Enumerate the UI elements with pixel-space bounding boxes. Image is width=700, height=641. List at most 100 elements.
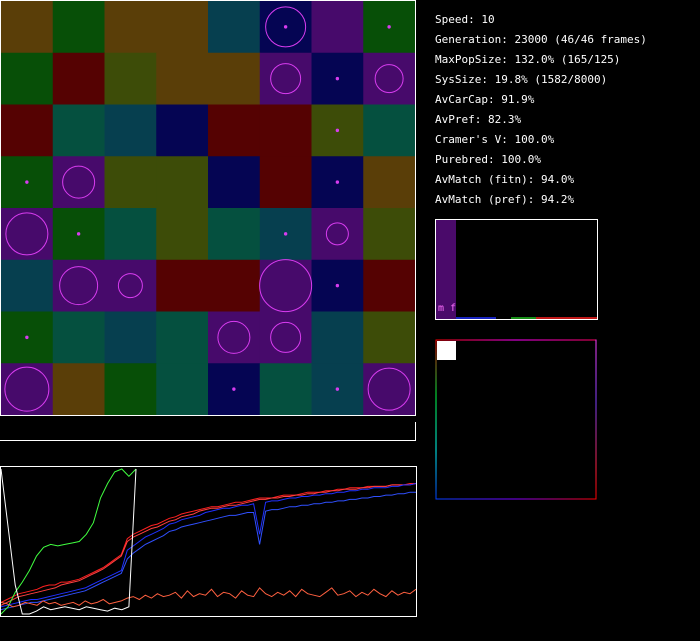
grid-cell <box>156 52 209 105</box>
grid-cell <box>156 363 209 415</box>
grid-cell <box>104 1 157 54</box>
grid-cell <box>156 104 209 157</box>
series-line <box>1 483 416 606</box>
population-circle <box>367 367 411 411</box>
population-circle <box>283 25 288 29</box>
grid-cell <box>1 52 54 105</box>
series-line <box>1 468 137 615</box>
grid-cell <box>208 1 261 54</box>
series-line <box>1 491 416 611</box>
grid-cell <box>104 208 157 261</box>
world-grid[interactable] <box>0 0 416 416</box>
population-circle <box>5 212 49 256</box>
av-car-cap-stat: AvCarCap: 91.9% <box>435 93 535 106</box>
population-circle <box>387 25 391 29</box>
grid-cell <box>208 311 261 364</box>
population-circle <box>259 259 313 313</box>
population-circle <box>117 273 143 299</box>
population-circle <box>25 335 29 340</box>
grid-cell <box>104 311 157 364</box>
grid-cell <box>259 156 312 209</box>
population-circle <box>270 63 302 95</box>
grid-cell <box>104 156 157 209</box>
grid-cell <box>363 363 415 415</box>
purebred-stat: Purebred: 100.0% <box>435 153 541 166</box>
grid-cell <box>156 208 209 261</box>
grid-cell <box>52 363 105 415</box>
speed-stat: Speed: 10 <box>435 13 495 26</box>
population-circle <box>335 387 340 391</box>
pref-border-bottom <box>435 498 597 500</box>
pref-border-right <box>595 339 597 499</box>
population-circle <box>76 232 81 236</box>
stats-panel: Speed: 10 Generation: 23000 (46/46 frame… <box>435 10 647 210</box>
grid-cell <box>259 311 312 364</box>
av-pref-stat: AvPref: 82.3% <box>435 113 522 126</box>
grid-cell <box>363 104 415 157</box>
grid-cell <box>208 208 261 261</box>
population-circle <box>283 232 288 236</box>
grid-cell <box>363 259 415 312</box>
grid-cell <box>1 363 54 415</box>
histogram-canvas: m f <box>436 220 597 319</box>
series-line <box>1 483 416 603</box>
grid-cell <box>52 156 105 209</box>
grid-cell <box>1 259 54 312</box>
grid-cell <box>52 1 105 54</box>
grid-cell <box>259 52 312 105</box>
pref-border-left <box>435 339 437 499</box>
time-series-plot <box>0 466 417 617</box>
grid-cell <box>52 52 105 105</box>
time-series-canvas <box>1 468 416 615</box>
population-histogram: m f <box>435 219 598 320</box>
grid-cell <box>104 104 157 157</box>
population-circle <box>265 6 307 48</box>
generation-stat: Generation: 23000 (46/46 frames) <box>435 33 647 46</box>
population-circle <box>217 320 251 354</box>
histogram-label: m f <box>438 303 456 314</box>
population-circle <box>335 76 340 81</box>
population-circle <box>62 165 96 199</box>
sys-size-stat: SysSize: 19.8% (1582/8000) <box>435 73 608 86</box>
grid-cell <box>311 311 364 364</box>
population-circle <box>335 128 340 133</box>
histogram-bar <box>436 220 456 319</box>
population-circle <box>335 180 340 184</box>
grid-cell <box>259 104 312 157</box>
grid-cell <box>156 1 209 54</box>
population-circle <box>270 321 302 353</box>
grid-cell <box>104 259 157 312</box>
preference-map <box>435 339 598 500</box>
series-line <box>1 468 137 615</box>
max-pop-size-stat: MaxPopSize: 132.0% (165/125) <box>435 53 621 66</box>
grid-cell <box>363 156 415 209</box>
grid-cell <box>363 311 415 364</box>
grid-cell <box>156 259 209 312</box>
grid-cell <box>311 208 364 261</box>
grid-cell <box>1 1 54 54</box>
series-line <box>1 483 416 608</box>
grid-cell <box>1 208 54 261</box>
pref-border-top <box>435 339 597 341</box>
population-circle <box>325 222 349 246</box>
av-match-fitn-stat: AvMatch (fitn): 94.0% <box>435 173 575 186</box>
grid-cell <box>156 311 209 364</box>
population-circle <box>335 283 340 288</box>
series-line <box>1 587 416 608</box>
grid-cell <box>363 52 415 105</box>
grid-cell <box>208 52 261 105</box>
cramers-v-stat: Cramer's V: 100.0% <box>435 133 555 146</box>
population-circle <box>25 180 29 184</box>
grid-cell <box>311 1 364 54</box>
timeline-strip <box>0 422 416 441</box>
av-match-pref-stat: AvMatch (pref): 94.2% <box>435 193 575 206</box>
grid-cell <box>259 259 312 312</box>
grid-cell <box>208 259 261 312</box>
population-circle <box>374 64 404 94</box>
grid-cell <box>104 52 157 105</box>
grid-cell <box>259 363 312 415</box>
grid-cell <box>104 363 157 415</box>
grid-cell <box>52 311 105 364</box>
preference-map-canvas <box>435 339 597 500</box>
pref-cell <box>437 341 456 360</box>
